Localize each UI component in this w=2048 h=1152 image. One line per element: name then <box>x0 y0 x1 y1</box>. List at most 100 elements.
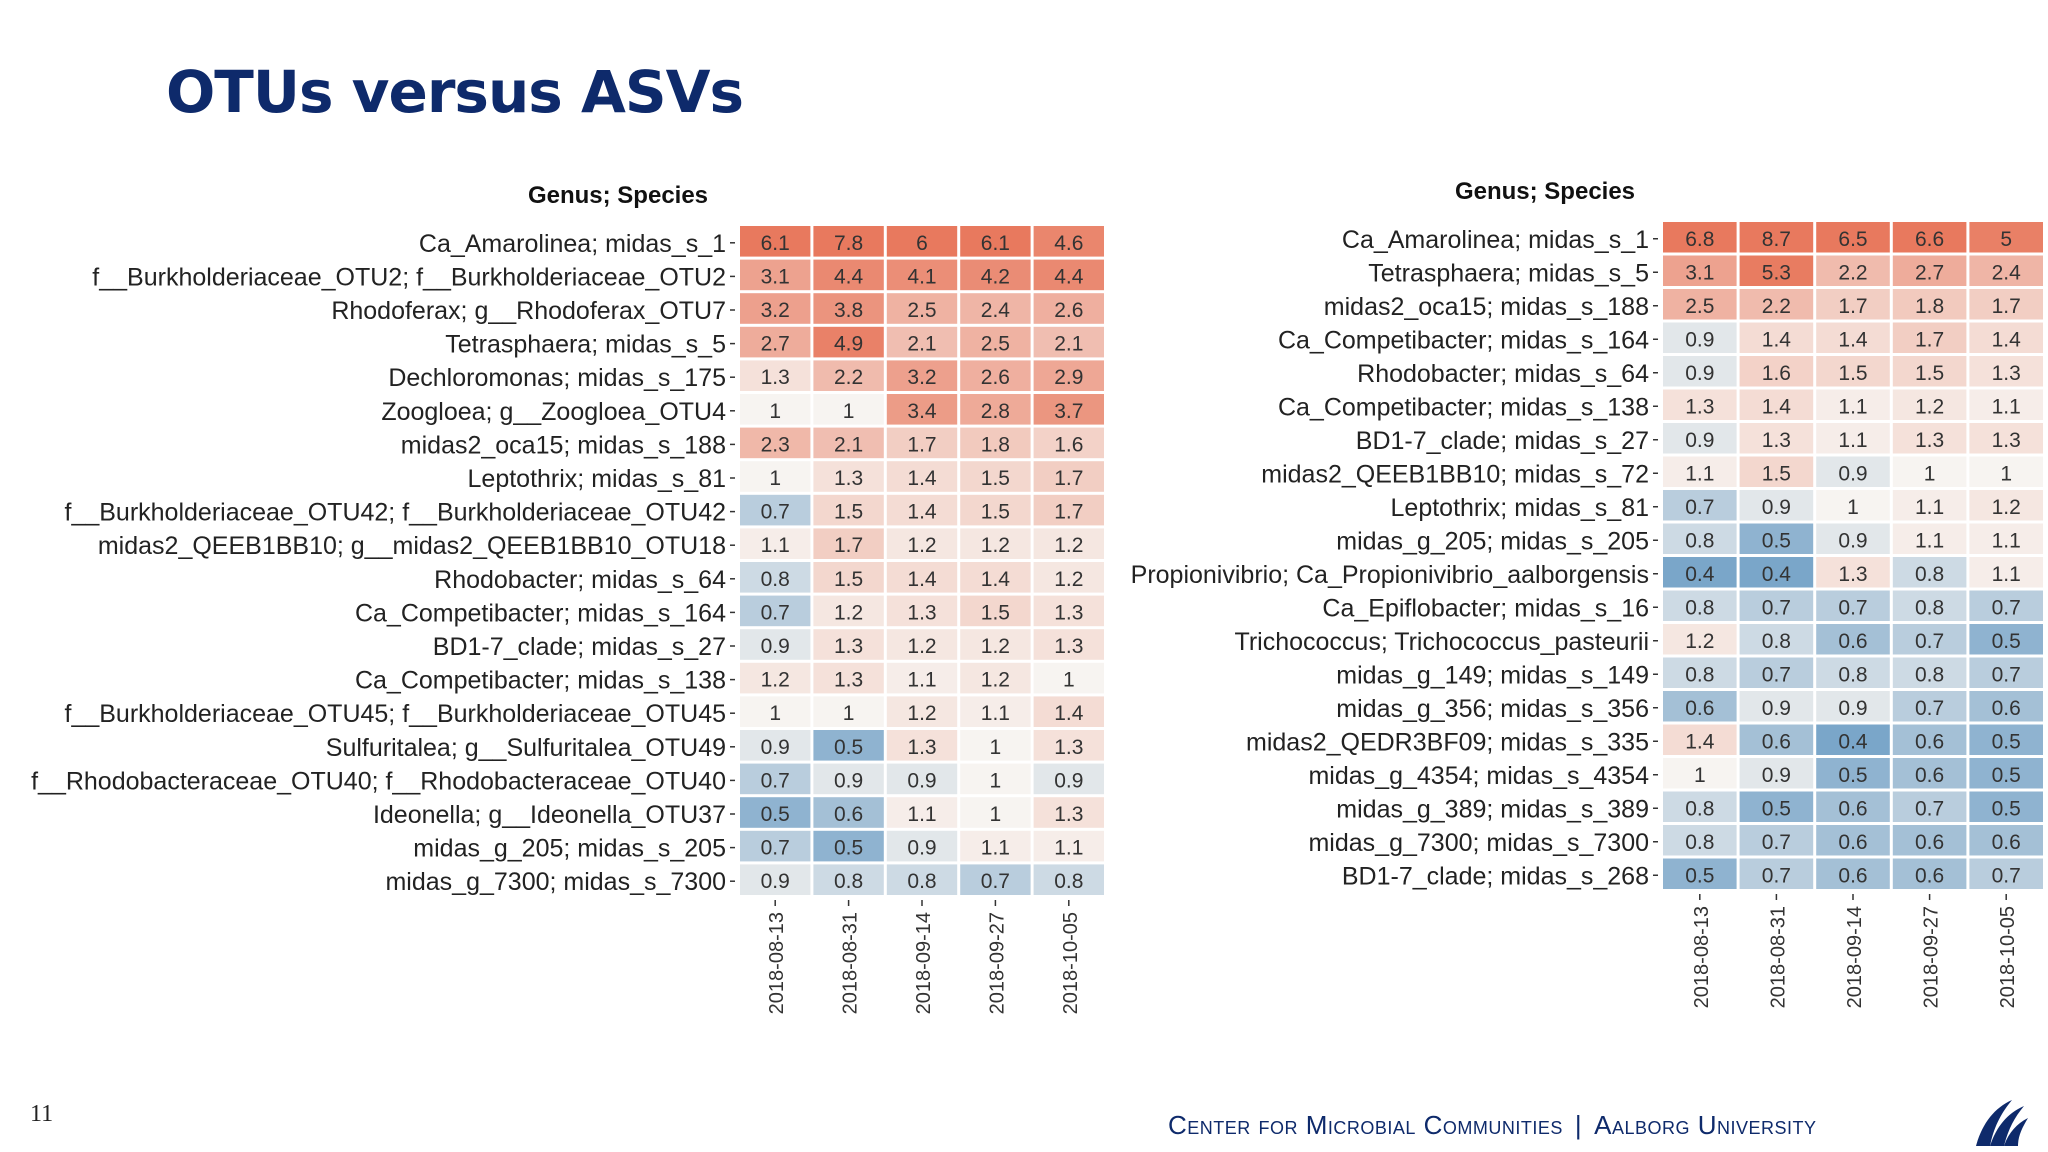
cell-value: 0.8 <box>1838 663 1867 686</box>
heatmap-cell <box>1892 356 1967 387</box>
heatmap-cell <box>1663 557 1737 588</box>
cell-value: 1.7 <box>1915 328 1944 351</box>
cell-value: 1 <box>1924 462 1936 485</box>
heatmap-cell <box>960 763 1031 795</box>
cell-value: 0.7 <box>1762 663 1791 686</box>
cell-value: 1 <box>990 736 1002 759</box>
heatmap-cell <box>886 864 958 895</box>
heatmap-cell <box>1892 657 1967 688</box>
column-label: 2018-09-14 <box>913 912 935 1014</box>
heatmap-cell <box>813 730 884 761</box>
cell-value: 6.5 <box>1838 228 1867 251</box>
cell-value: 0.6 <box>1992 831 2021 854</box>
row-label: Trichococcus; Trichococcus_pasteurii <box>1234 628 1649 656</box>
row-label: Rhodobacter; midas_s_64 <box>1357 360 1649 388</box>
cell-value: 0.5 <box>1992 797 2021 820</box>
heatmap-cell <box>1663 456 1737 487</box>
heatmap-cell <box>886 394 958 425</box>
heatmap-cell <box>1739 423 1814 454</box>
cell-value: 0.4 <box>1762 563 1792 586</box>
column-label: 2018-08-31 <box>1767 906 1789 1008</box>
footer-separator: | <box>1574 1110 1583 1140</box>
cell-value: 4.4 <box>834 265 864 288</box>
heatmap-cell <box>1969 255 2043 286</box>
cell-value: 0.6 <box>1838 797 1867 820</box>
heatmap-cell <box>740 629 811 660</box>
heatmap-cell <box>1816 791 1890 822</box>
heatmap-cell <box>1739 791 1814 822</box>
cell-value: 0.9 <box>1685 429 1714 452</box>
cell-value: 1.5 <box>1915 362 1944 385</box>
cell-value: 0.7 <box>1762 596 1791 619</box>
cell-value: 1.3 <box>1992 362 2021 385</box>
row-label: BD1-7_clade; midas_s_268 <box>1342 862 1649 890</box>
heatmap-cell <box>960 595 1031 627</box>
heatmap-cell <box>1969 389 2043 420</box>
heatmap-cell <box>1663 758 1737 789</box>
heatmap-cell <box>1033 662 1104 694</box>
heatmap-cell <box>813 293 884 324</box>
heatmap-cell <box>1816 858 1890 889</box>
heatmap-cell <box>813 360 884 391</box>
heatmap-cell <box>740 830 811 862</box>
cell-value: 0.8 <box>761 568 790 591</box>
cell-value: 6 <box>916 232 928 255</box>
heatmap-title: Genus; Species <box>528 182 708 209</box>
heatmap-cell <box>813 259 884 291</box>
cell-value: 2.7 <box>1915 261 1944 284</box>
cell-value: 0.9 <box>761 736 790 759</box>
row-label: Tetrasphaera; midas_s_5 <box>1368 259 1649 287</box>
heatmap-cell <box>1739 825 1814 856</box>
cell-value: 1.1 <box>761 534 790 557</box>
cell-value: 2.2 <box>1838 261 1867 284</box>
cell-value: 1 <box>1063 669 1075 692</box>
heatmap-cell <box>1969 691 2043 722</box>
heatmap-cell <box>1663 389 1737 420</box>
heatmap-cell <box>960 494 1031 526</box>
row-label: midas_g_4354; midas_s_4354 <box>1308 762 1649 790</box>
heatmap-cell <box>886 730 958 761</box>
heatmap-cell <box>1816 356 1890 387</box>
heatmap-cell <box>886 797 958 828</box>
cell-value: 6.8 <box>1685 228 1714 251</box>
heatmap-cell <box>1816 389 1890 420</box>
row-label: Dechloromonas; midas_s_175 <box>388 364 726 392</box>
heatmap-cell <box>1663 858 1737 889</box>
heatmap-cell <box>960 461 1031 492</box>
heatmap-cell <box>1969 758 2043 789</box>
heatmap-cell <box>1892 423 1967 454</box>
cell-value: 1.3 <box>1838 563 1867 586</box>
row-label: midas_g_389; midas_s_389 <box>1336 795 1649 823</box>
cell-value: 1.5 <box>981 501 1010 524</box>
heatmap-cell <box>886 562 958 593</box>
cell-value: 1 <box>769 467 781 490</box>
cell-value: 0.7 <box>981 870 1010 893</box>
cell-value: 1.2 <box>907 534 936 557</box>
cell-value: 1.4 <box>907 467 937 490</box>
column-label: 2018-08-31 <box>840 912 862 1014</box>
heatmap-cell <box>740 427 811 459</box>
heatmap-cell <box>1816 523 1890 554</box>
cell-value: 1.1 <box>1992 529 2021 552</box>
row-label: midas_g_149; midas_s_149 <box>1336 661 1649 689</box>
cell-value: 4.1 <box>907 265 936 288</box>
row-label: Ideonella; g__Ideonella_OTU37 <box>373 801 726 829</box>
heatmap-cell <box>886 326 958 358</box>
row-label: Ca_Competibacter; midas_s_164 <box>1278 326 1649 354</box>
cell-value: 5.3 <box>1762 261 1791 284</box>
cell-value: 0.7 <box>1762 864 1791 887</box>
cell-value: 3.1 <box>1685 261 1714 284</box>
cell-value: 0.8 <box>907 870 936 893</box>
cell-value: 0.5 <box>1838 764 1867 787</box>
heatmap-cell <box>1816 490 1890 521</box>
cell-value: 6.6 <box>1915 228 1944 251</box>
cell-value: 1.4 <box>1762 328 1792 351</box>
heatmap-cell <box>1739 691 1814 722</box>
cell-value: 1.1 <box>907 669 936 692</box>
heatmap-cell <box>1892 322 1967 353</box>
cell-value: 0.6 <box>1685 697 1714 720</box>
cell-value: 1.4 <box>1762 395 1792 418</box>
page-number: 11 <box>30 1101 54 1127</box>
heatmap-cell <box>1739 456 1814 487</box>
